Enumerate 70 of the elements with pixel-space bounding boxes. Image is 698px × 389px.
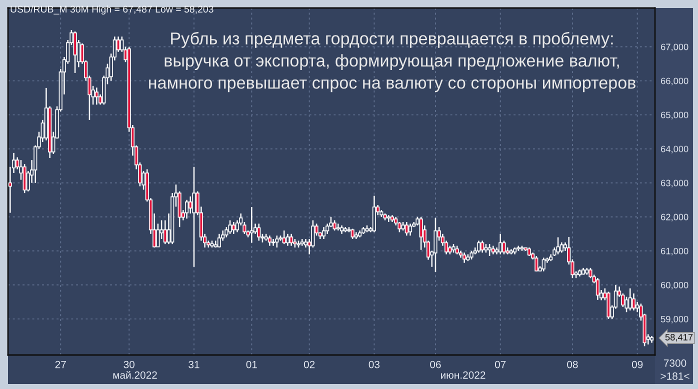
candlestick bbox=[434, 217, 438, 273]
candlestick bbox=[588, 267, 592, 279]
candlestick bbox=[272, 238, 276, 246]
x-tick-label: 08 bbox=[567, 360, 578, 368]
candlestick bbox=[286, 233, 290, 246]
candlestick bbox=[163, 220, 167, 245]
candlestick bbox=[268, 234, 272, 246]
text: май.2022 bbox=[113, 370, 157, 379]
x-tick-label: 30 bbox=[124, 360, 134, 368]
candlestick bbox=[498, 233, 502, 255]
candlestick bbox=[94, 86, 98, 106]
candlestick bbox=[217, 233, 222, 248]
candlestick bbox=[398, 221, 402, 233]
text: >181< bbox=[660, 372, 690, 380]
candlestick bbox=[156, 223, 160, 248]
candlestick bbox=[408, 223, 412, 236]
x-tick-label: 27 bbox=[55, 360, 66, 368]
candlestick bbox=[606, 291, 610, 320]
candlestick bbox=[250, 206, 254, 244]
candlestick bbox=[188, 196, 192, 214]
candlestick bbox=[502, 240, 506, 255]
candlestick bbox=[257, 223, 261, 242]
x-tick-label: 07 bbox=[494, 360, 506, 368]
candlestick bbox=[628, 288, 632, 312]
candlestick bbox=[480, 240, 484, 254]
candlestick bbox=[275, 234, 279, 248]
candlestick bbox=[462, 252, 466, 264]
candlestick bbox=[624, 296, 628, 313]
candlestick bbox=[476, 240, 481, 254]
candlestick bbox=[596, 277, 600, 301]
candlestick bbox=[372, 195, 376, 233]
candlestick bbox=[350, 228, 354, 240]
candlestick bbox=[282, 230, 286, 245]
y-tick-label: 59,000 bbox=[660, 316, 688, 324]
candlestick bbox=[542, 257, 546, 272]
y-tick-label: 65,000 bbox=[661, 112, 688, 120]
candlestick bbox=[22, 164, 26, 194]
candlestick bbox=[556, 236, 560, 255]
y-tick-label: 67,000 bbox=[661, 44, 688, 52]
text: Рубль из предмета гордости превращается в проблему: выручка от экспорта, формирующая предложение валют, намного превышает спрос на валюту со стороны импортеров bbox=[149, 32, 636, 92]
candlestick bbox=[290, 233, 294, 246]
candlestick bbox=[228, 220, 232, 235]
x-tick-label: 09 bbox=[632, 360, 643, 368]
candlestick bbox=[184, 199, 189, 220]
x-tick-label: 06 bbox=[430, 360, 441, 368]
candlestick bbox=[404, 221, 408, 236]
text: 58,417 bbox=[665, 334, 693, 342]
x-tick-label: 31 bbox=[188, 360, 200, 368]
chart-subtitle: USD/RUB_M 30M High = 67,487 Low = 58,203 bbox=[10, 5, 214, 15]
candlestick bbox=[192, 166, 196, 268]
x-tick-label: 01 bbox=[246, 360, 257, 368]
candlestick bbox=[534, 255, 538, 272]
text: июн.2022 bbox=[441, 371, 486, 379]
x-tick-label: 02 bbox=[304, 360, 315, 368]
y-tick-label: 66,000 bbox=[661, 78, 688, 86]
candlestick bbox=[488, 243, 492, 257]
candlestick bbox=[332, 220, 336, 232]
candlestick bbox=[560, 242, 564, 254]
candlestick bbox=[232, 221, 236, 235]
y-tick-label: 60,000 bbox=[661, 282, 688, 290]
y-tick-label: 64,000 bbox=[661, 146, 688, 154]
candlestick bbox=[632, 292, 636, 312]
candlestick bbox=[419, 216, 423, 251]
candlestick bbox=[73, 30, 77, 74]
y-tick-label: 61,000 bbox=[661, 248, 688, 256]
candlestick bbox=[322, 226, 326, 240]
y-tick-label: 63,000 bbox=[661, 180, 688, 188]
text: 7300 bbox=[664, 359, 686, 367]
x-tick-label: 03 bbox=[368, 360, 380, 368]
y-tick-label: 62,000 bbox=[661, 214, 688, 222]
